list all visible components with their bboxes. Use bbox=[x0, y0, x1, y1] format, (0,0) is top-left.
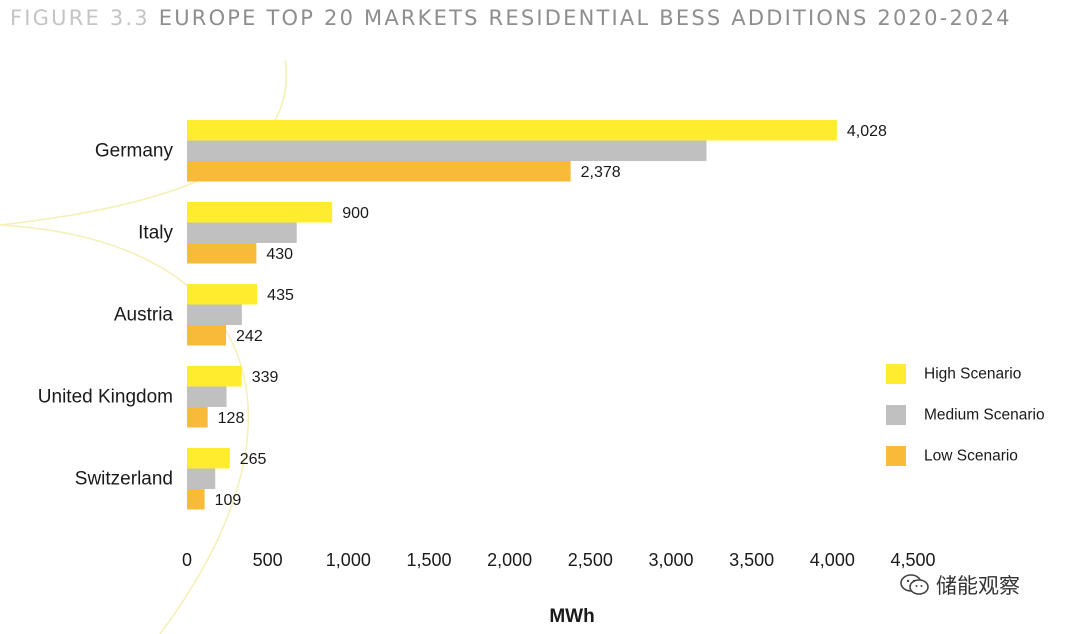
value-label: 109 bbox=[215, 492, 242, 509]
bars bbox=[187, 120, 837, 510]
category-label: Germany bbox=[95, 140, 174, 161]
bar bbox=[187, 489, 205, 510]
x-tick-label: 500 bbox=[253, 550, 283, 570]
x-tick-label: 4,500 bbox=[890, 550, 935, 570]
value-label: 265 bbox=[240, 451, 267, 468]
watermark-text: 储能观察 bbox=[936, 574, 1020, 598]
x-tick-label: 2,500 bbox=[568, 550, 613, 570]
bar bbox=[187, 243, 257, 264]
figure-number: FIGURE 3.3 bbox=[10, 6, 150, 30]
value-label: 435 bbox=[267, 287, 294, 304]
figure-title: FIGURE 3.3 EUROPE TOP 20 MARKETS RESIDEN… bbox=[10, 6, 1012, 30]
legend-label: Low Scenario bbox=[924, 448, 1018, 465]
value-label: 4,028 bbox=[847, 123, 887, 140]
x-tick-label: 1,000 bbox=[326, 550, 371, 570]
bar bbox=[187, 284, 258, 305]
value-labels: 4,028 2,378 900 430 435 242 339 128 265 109 bbox=[215, 123, 887, 509]
bar bbox=[187, 202, 333, 223]
category-labels: Germany Italy Austria United Kingdom Switzer… bbox=[38, 140, 174, 489]
value-label: 339 bbox=[252, 369, 279, 386]
bar bbox=[187, 161, 571, 182]
x-tick-label: 0 bbox=[182, 550, 192, 570]
bar bbox=[187, 407, 208, 428]
x-axis-title: MWh bbox=[549, 606, 594, 627]
x-tick-label: 3,500 bbox=[729, 550, 774, 570]
wechat-icon bbox=[900, 573, 930, 597]
category-label: United Kingdom bbox=[38, 386, 173, 407]
legend: High Scenario Medium Scenario Low Scenario bbox=[886, 364, 1045, 466]
x-axis-ticks: 0 500 1,000 1,500 2,000 2,500 3,000 3,500 4,000 4… bbox=[182, 550, 936, 570]
value-label: 430 bbox=[266, 246, 293, 263]
x-tick-label: 2,000 bbox=[487, 550, 532, 570]
x-tick-label: 4,000 bbox=[810, 550, 855, 570]
legend-label: Medium Scenario bbox=[924, 407, 1045, 424]
x-tick-label: 1,500 bbox=[406, 550, 451, 570]
bar bbox=[187, 366, 242, 387]
legend-label: High Scenario bbox=[924, 366, 1021, 383]
bar bbox=[187, 468, 216, 489]
value-label: 128 bbox=[218, 410, 245, 427]
bar bbox=[187, 448, 230, 469]
value-label: 2,378 bbox=[581, 164, 621, 181]
legend-swatch bbox=[886, 405, 906, 425]
bar bbox=[187, 140, 707, 161]
bar bbox=[187, 120, 837, 141]
bar bbox=[187, 325, 227, 346]
watermark: 储能观察 bbox=[900, 570, 1020, 600]
bar bbox=[187, 386, 227, 407]
x-tick-label: 3,000 bbox=[648, 550, 693, 570]
value-label: 242 bbox=[236, 328, 263, 345]
bar bbox=[187, 304, 242, 325]
bar bbox=[187, 222, 297, 243]
category-label: Austria bbox=[114, 304, 174, 325]
category-label: Switzerland bbox=[75, 468, 173, 489]
figure-heading: EUROPE TOP 20 MARKETS RESIDENTIAL BESS A… bbox=[158, 6, 1012, 30]
value-label: 900 bbox=[342, 205, 369, 222]
category-label: Italy bbox=[138, 222, 173, 243]
legend-swatch bbox=[886, 364, 906, 384]
legend-swatch bbox=[886, 446, 906, 466]
